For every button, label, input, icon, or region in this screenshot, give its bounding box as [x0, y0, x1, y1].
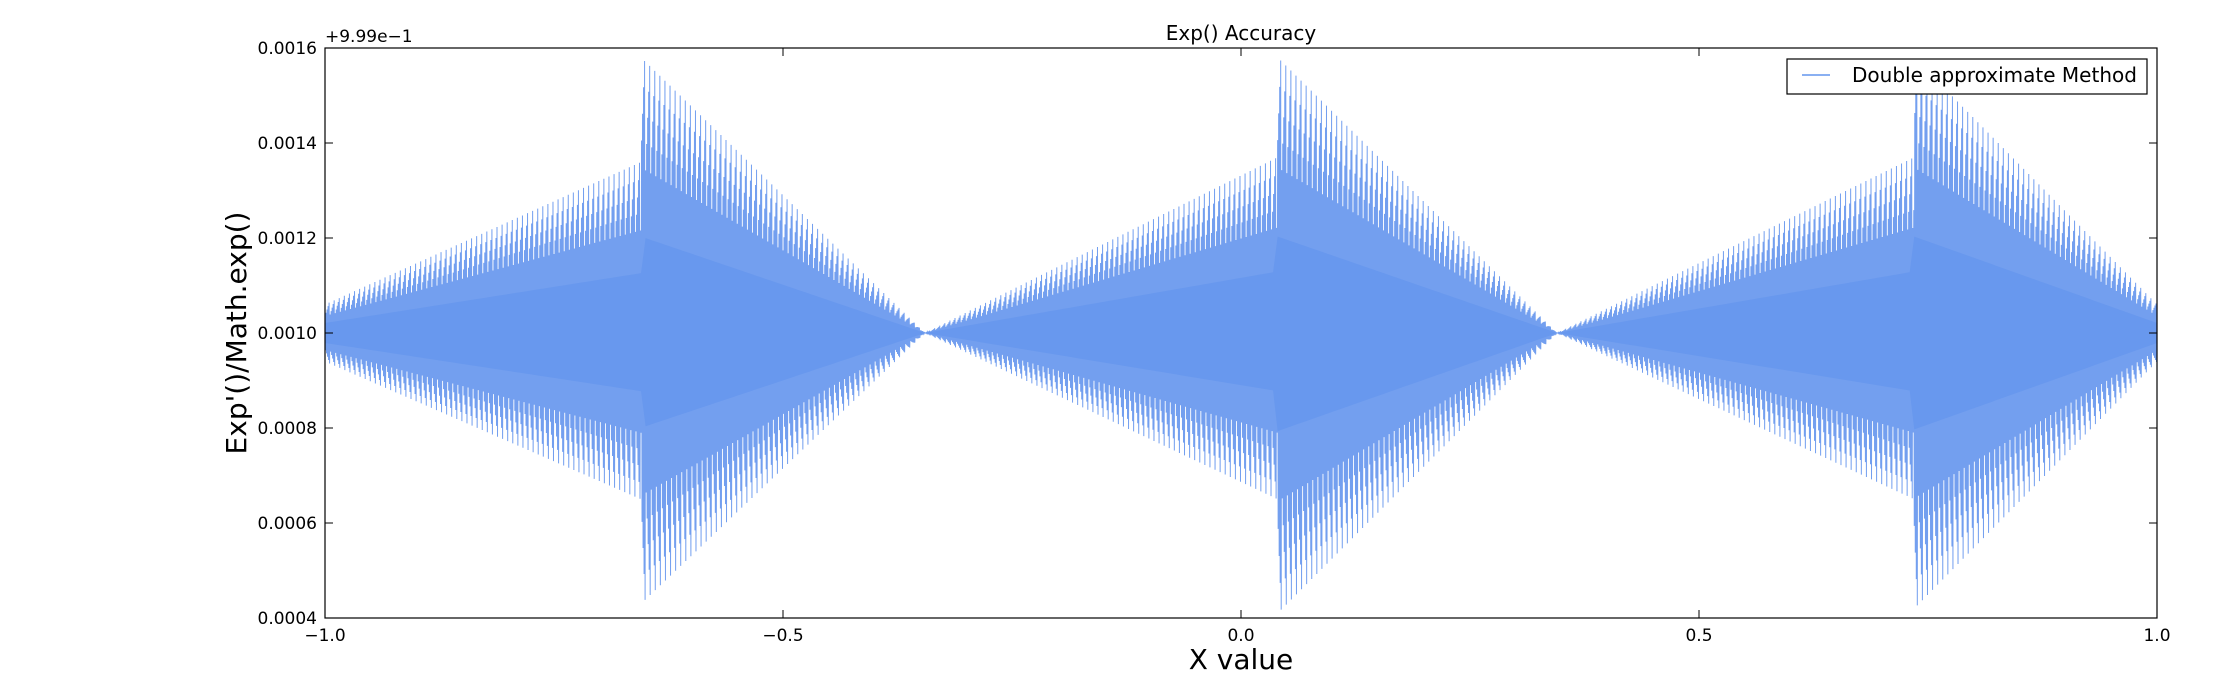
- y-tick-label: 0.0016: [258, 39, 317, 59]
- legend-entry-label: Double approximate Method: [1852, 63, 2137, 87]
- legend: Double approximate Method: [1786, 58, 2148, 95]
- x-tick-label: 0.5: [1685, 626, 1712, 646]
- series-layer: [324, 60, 2158, 610]
- y-tick-label: 0.0012: [258, 229, 317, 249]
- y-offset-label: +9.99e−1: [325, 27, 413, 47]
- y-tick-label: 0.0014: [258, 134, 317, 154]
- ticks-layer: −1.0 −0.5 0.0 0.5 1.0 0.0004 0.0006 0.0008 0.001…: [258, 39, 2171, 646]
- x-tick-label: 0.0: [1227, 626, 1254, 646]
- series-line-double-approximate-method: [324, 60, 2158, 610]
- y-tick-label: 0.0004: [258, 609, 317, 629]
- series-core-band: [325, 236, 2157, 432]
- x-tick-label: −0.5: [762, 626, 803, 646]
- x-axis-label: X value: [1189, 643, 1294, 676]
- y-tick-label: 0.0008: [258, 419, 317, 439]
- legend-box: [1786, 58, 2148, 95]
- y-tick-label: 0.0010: [258, 324, 317, 344]
- x-tick-label: 1.0: [2143, 626, 2170, 646]
- chart-title: Exp() Accuracy: [1166, 21, 1317, 45]
- x-tick-label: −1.0: [304, 626, 345, 646]
- y-tick-label: 0.0006: [258, 514, 317, 534]
- y-axis-label: Exp'()/Math.exp(): [220, 212, 253, 455]
